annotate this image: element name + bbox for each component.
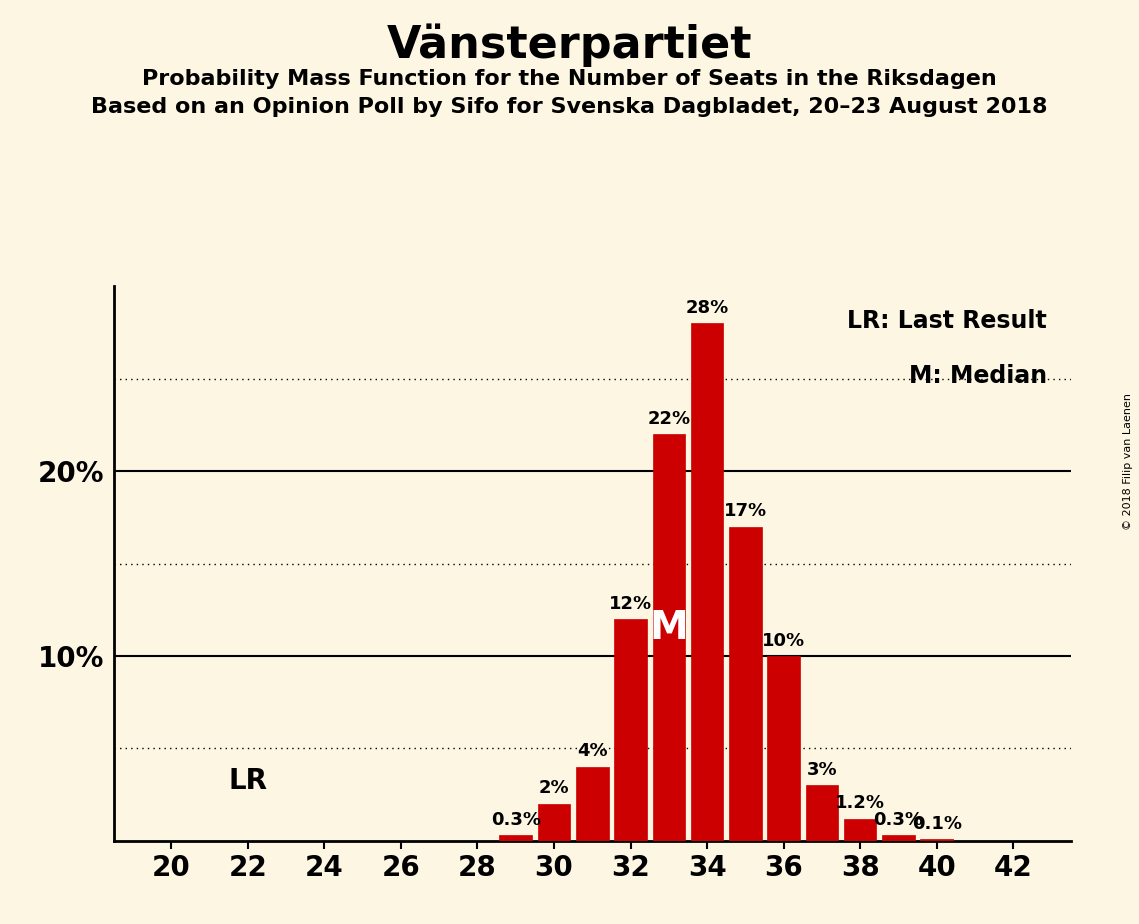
Text: LR: LR: [228, 767, 268, 795]
Bar: [691, 323, 723, 841]
Bar: [500, 835, 532, 841]
Text: 0.1%: 0.1%: [911, 815, 961, 833]
Text: 1.2%: 1.2%: [835, 795, 885, 812]
Text: 12%: 12%: [609, 595, 653, 613]
Text: © 2018 Filip van Laenen: © 2018 Filip van Laenen: [1123, 394, 1133, 530]
Bar: [729, 527, 762, 841]
Text: 28%: 28%: [686, 299, 729, 317]
Text: 0.3%: 0.3%: [874, 811, 924, 829]
Bar: [576, 767, 608, 841]
Bar: [844, 819, 876, 841]
Text: LR: Last Result: LR: Last Result: [847, 309, 1047, 333]
Bar: [614, 619, 647, 841]
Text: 10%: 10%: [762, 632, 805, 650]
Text: 22%: 22%: [647, 410, 690, 428]
Text: Probability Mass Function for the Number of Seats in the Riksdagen: Probability Mass Function for the Number…: [142, 69, 997, 90]
Bar: [653, 434, 685, 841]
Bar: [805, 785, 838, 841]
Text: Vänsterpartiet: Vänsterpartiet: [387, 23, 752, 67]
Bar: [768, 656, 800, 841]
Bar: [920, 839, 953, 841]
Text: 4%: 4%: [577, 743, 607, 760]
Text: 0.3%: 0.3%: [491, 811, 541, 829]
Bar: [883, 835, 915, 841]
Text: 3%: 3%: [806, 761, 837, 779]
Text: M: M: [649, 609, 688, 647]
Bar: [538, 804, 571, 841]
Text: M: Median: M: Median: [909, 364, 1047, 388]
Text: 2%: 2%: [539, 780, 570, 797]
Text: Based on an Opinion Poll by Sifo for Svenska Dagbladet, 20–23 August 2018: Based on an Opinion Poll by Sifo for Sve…: [91, 97, 1048, 117]
Text: 17%: 17%: [723, 503, 767, 520]
